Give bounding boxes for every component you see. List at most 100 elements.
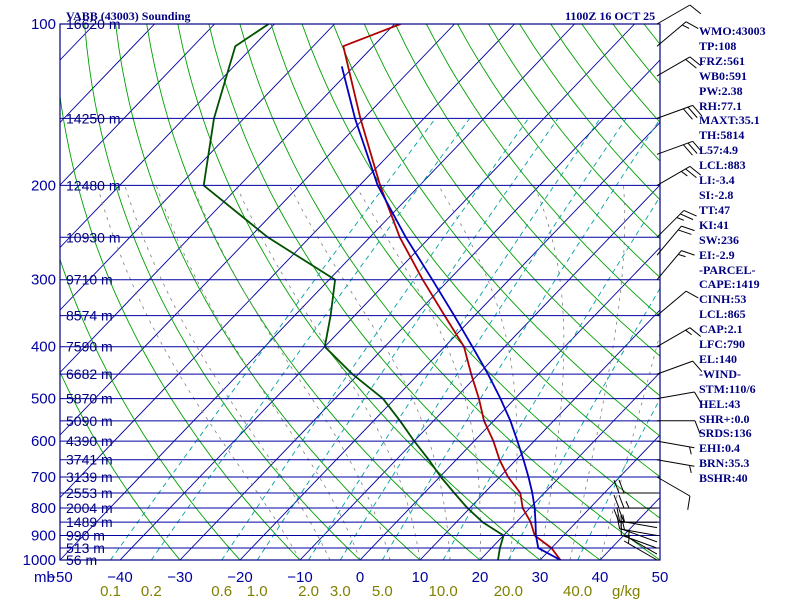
- index-sw: SW:236: [699, 232, 740, 247]
- height-label: 990 m: [66, 527, 105, 543]
- wind-barb-shaft: [656, 165, 691, 186]
- dry-adiabat: [239, 24, 660, 560]
- temperature-tick-label: 0: [356, 569, 364, 586]
- wind-barb-shaft: [656, 327, 691, 348]
- wind-barb-shaft: [656, 4, 691, 25]
- wind-barb: [656, 21, 699, 47]
- index-el: EL:140: [699, 351, 738, 366]
- wind-barb-flag: [681, 225, 695, 232]
- index-rh: RH:77.1: [699, 98, 742, 113]
- index-frz: FRZ:561: [699, 53, 745, 68]
- moist-adiabat: [235, 185, 421, 560]
- index-li: LI:-3.4: [699, 173, 735, 188]
- wind-barb-flag: [689, 327, 702, 337]
- isotherm-line: [60, 24, 155, 124]
- pressure-tick-label: 600: [31, 433, 56, 450]
- index-shr: SHR+:0.0: [699, 411, 750, 426]
- index-ki: KI:41: [699, 217, 729, 232]
- temperature-tick-label: 50: [652, 569, 669, 586]
- moist-adiabat: [569, 185, 626, 560]
- mixing-ratio-tick-label: 20.0: [494, 583, 523, 600]
- pressure-unit-label: mb: [34, 569, 55, 586]
- pressure-tick-label: 1000: [23, 552, 56, 569]
- isotherm-line: [60, 24, 335, 311]
- index-cap: CAP:2.1: [699, 322, 743, 337]
- parcel-section-heading: -PARCEL-: [699, 262, 756, 277]
- isotherm-line: [60, 24, 275, 249]
- chart-title: VABB (43003) Sounding: [66, 9, 191, 23]
- wind-barb-shaft: [656, 290, 687, 316]
- moist-adiabat: [96, 185, 301, 560]
- wind-barb: [656, 459, 695, 473]
- wind-barb: [656, 476, 691, 510]
- index-hel: HEL:43: [699, 396, 741, 411]
- wind-barb-shaft: [656, 104, 693, 119]
- height-label: 16620 m: [66, 16, 120, 32]
- wind-barb-flag: [681, 250, 695, 256]
- wind-barb-flag: [680, 213, 694, 221]
- wind-barb-shaft: [656, 21, 687, 47]
- wind-barb-shaft: [656, 210, 685, 238]
- index-si: SI:-2.8: [699, 187, 734, 202]
- wind-barb: [656, 4, 702, 25]
- wind-barb: [613, 494, 657, 509]
- wind-barb-shaft: [619, 528, 658, 536]
- isotherm-line: [239, 121, 660, 560]
- temperature-tick-label: −30: [167, 569, 192, 586]
- wind-barb-halfflag: [622, 514, 625, 522]
- pressure-tick-label: 200: [31, 177, 56, 194]
- mixing-ratio-tick-label: 10.0: [429, 583, 458, 600]
- mixing-ratio-line: [221, 118, 529, 560]
- temperature-profile-line: [342, 24, 562, 560]
- temperature-tick-label: 10: [412, 569, 429, 586]
- wind-barb-shaft: [623, 540, 658, 561]
- height-label: 14250 m: [66, 110, 120, 126]
- temperature-tick-label: 30: [532, 569, 549, 586]
- dry-adiabat: [270, 24, 660, 519]
- mixing-ratio-tick-label: 0.2: [141, 583, 162, 600]
- wind-barbs: [613, 4, 703, 561]
- wind-barb: [656, 104, 703, 120]
- wind-barb-shaft: [656, 459, 695, 467]
- parcel-profile-line: [340, 66, 561, 560]
- pressure-tick-label: 800: [31, 500, 56, 517]
- wind-barb-flag: [613, 509, 620, 523]
- mixing-ratio-line: [110, 118, 436, 560]
- height-label: 6682 m: [66, 366, 113, 382]
- isotherm-line: [539, 434, 660, 560]
- wind-barb-shaft: [621, 528, 658, 543]
- mixing-ratio-tick-label: 3.0: [330, 583, 351, 600]
- index-cinh: CINH:53: [699, 292, 747, 307]
- height-label: 3741 m: [66, 452, 113, 468]
- wind-barb-halfflag: [689, 465, 692, 473]
- wind-barb-shaft: [656, 225, 682, 256]
- temperature-tick-label: 40: [592, 569, 609, 586]
- temperature-tick-label: −10: [287, 569, 312, 586]
- height-label: 12480 m: [66, 177, 120, 193]
- wind-barb-shaft: [656, 440, 695, 449]
- index-stm: STM:110/6: [699, 381, 756, 396]
- height-label: 2553 m: [66, 485, 113, 501]
- moist-adiabat: [438, 185, 518, 560]
- index-brn: BRN:35.3: [699, 456, 750, 471]
- pressure-tick-label: 700: [31, 469, 56, 486]
- wind-barb-halfflag: [685, 329, 692, 336]
- index-cape: CAPE:1419: [699, 277, 760, 292]
- wind-barb-shaft: [656, 250, 682, 281]
- wind-barb: [656, 327, 702, 348]
- wind-barb-halfflag: [627, 535, 630, 544]
- wind-barb-halfflag: [676, 217, 685, 221]
- isotherm-line: [119, 24, 635, 560]
- index-lfc: LFC:790: [699, 337, 745, 352]
- pressure-tick-label: 300: [31, 272, 56, 289]
- pressure-tick-label: 900: [31, 527, 56, 544]
- mixing-ratio-tick-label: 0.1: [100, 583, 121, 600]
- isotherm-line: [60, 24, 215, 186]
- wind-barb: [656, 290, 699, 316]
- isotherm-line: [479, 371, 660, 560]
- wind-barb-shaft: [656, 360, 693, 375]
- wind-barb-flag: [689, 166, 702, 176]
- mixing-ratio-line: [150, 118, 471, 560]
- sounding-time: 1100Z 16 OCT 25: [565, 9, 656, 23]
- index-parcel-lcl: LCL:865: [699, 307, 746, 322]
